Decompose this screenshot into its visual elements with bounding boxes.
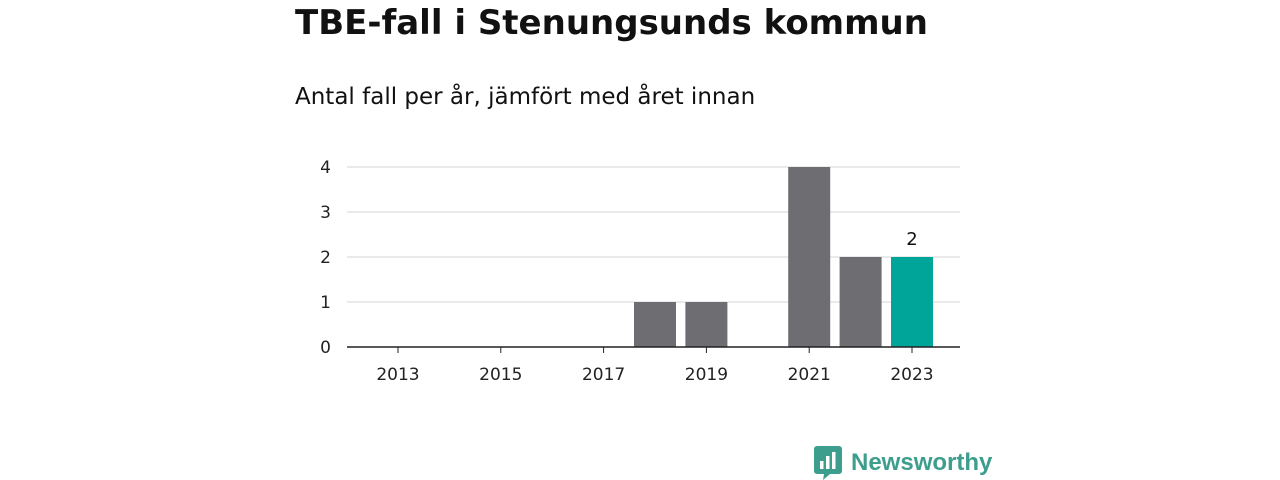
newsworthy-logo-icon xyxy=(814,446,842,480)
x-tick-label: 2019 xyxy=(685,365,728,385)
x-tick-label: 2013 xyxy=(376,365,419,385)
x-tick-label: 2017 xyxy=(582,365,625,385)
y-tick-label: 2 xyxy=(320,248,331,268)
chart-subtitle: Antal fall per år, jämfört med året inna… xyxy=(295,84,756,110)
x-tick-label: 2023 xyxy=(890,365,933,385)
data-label-2023: 2 xyxy=(906,229,917,250)
y-tick-label: 3 xyxy=(320,203,331,223)
bar-2022 xyxy=(839,257,882,347)
bars xyxy=(634,167,933,347)
y-tick-label: 0 xyxy=(320,338,331,358)
bar-2021 xyxy=(788,167,831,347)
x-axis-ticks: 2013 2015 2017 2019 2021 2023 xyxy=(376,347,934,385)
newsworthy-brand: Newsworthy xyxy=(814,446,992,480)
y-tick-label: 4 xyxy=(320,158,331,178)
x-tick-label: 2021 xyxy=(788,365,831,385)
brand-name: Newsworthy xyxy=(851,449,993,476)
bar-2023 xyxy=(891,257,933,347)
y-tick-label: 1 xyxy=(320,293,331,313)
bar-2019 xyxy=(685,302,728,347)
bar-2018 xyxy=(634,302,676,347)
data-labels: 2 xyxy=(906,229,917,250)
x-tick-label: 2015 xyxy=(479,365,522,385)
chart-title: TBE-fall i Stenungsunds kommun xyxy=(295,3,928,43)
y-axis-ticks: 0 1 2 3 4 xyxy=(320,158,331,358)
